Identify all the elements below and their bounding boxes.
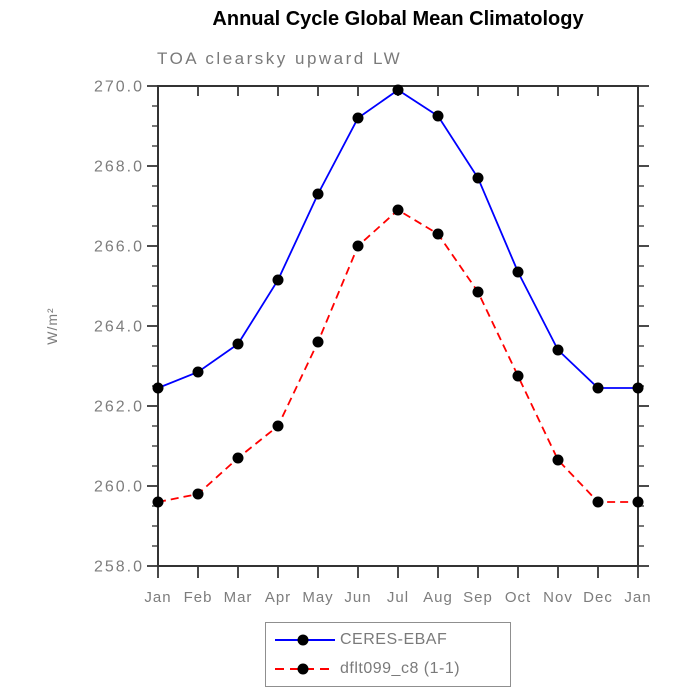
y-tick-label: 270.0 [94,79,144,96]
series-1-marker [432,228,444,240]
y-tick-label: 260.0 [94,479,144,496]
series-0-marker [192,366,204,378]
series-0-marker [552,344,564,356]
series-0-marker [472,172,484,184]
x-tick-label: Mar [224,589,253,606]
y-tick-label: 258.0 [94,559,144,576]
legend-line-sample-dashed [275,663,335,675]
chart-title: Annual Cycle Global Mean Climatology [212,8,584,30]
series-1-marker [272,420,284,432]
x-tick-label: Jun [344,589,371,606]
series-1-marker [192,488,204,500]
series-0-marker [392,84,404,96]
series-1-marker [592,496,604,508]
legend-label-dflt099-c8: dflt099_c8 (1-1) [340,660,461,677]
series-1-marker [472,286,484,298]
y-tick-label: 262.0 [94,399,144,416]
series-1-marker [552,454,564,466]
x-tick-label: Dec [583,589,613,606]
series-1-marker [152,496,164,508]
series-1-marker [232,452,244,464]
x-tick-label: Aug [423,589,453,606]
y-tick-label: 264.0 [94,319,144,336]
x-tick-label: Jan [144,589,171,606]
series-0-marker [232,338,244,350]
plot-box [157,85,639,567]
series-1-marker [632,496,644,508]
series-1-marker [312,336,324,348]
series-0-marker [632,382,644,394]
legend: CERES-EBAF dflt099_c8 (1-1) [265,622,511,687]
series-0-marker [592,382,604,394]
series-line-1 [157,208,638,503]
x-tick-label: Oct [505,589,531,606]
x-tick-label: Sep [463,589,493,606]
y-axis-label: W/m² [44,307,60,344]
series-0-marker [312,188,324,200]
legend-item-ceres-ebaf: CERES-EBAF [270,626,510,655]
x-tick-label: Jan [624,589,651,606]
series-0-marker [432,110,444,122]
series-1-marker [392,204,404,216]
x-tick-label: May [302,589,333,606]
series-line-0 [157,88,638,389]
legend-line-sample-solid [275,634,335,646]
series-0-marker [352,112,364,124]
x-tick-label: Feb [184,589,213,606]
x-tick-label: Jul [387,589,409,606]
series-0-marker [272,274,284,286]
legend-label-ceres-ebaf: CERES-EBAF [340,631,448,648]
y-tick-label: 268.0 [94,159,144,176]
legend-item-dflt099-c8: dflt099_c8 (1-1) [270,655,510,684]
x-tick-label: Apr [265,589,291,606]
series-0-marker [152,382,164,394]
chart-subtitle: TOA clearsky upward LW [157,49,403,68]
series-0-marker [512,266,524,278]
series-1-marker [512,370,524,382]
y-tick-label: 266.0 [94,239,144,256]
series-1-marker [352,240,364,252]
x-tick-label: Nov [543,589,573,606]
